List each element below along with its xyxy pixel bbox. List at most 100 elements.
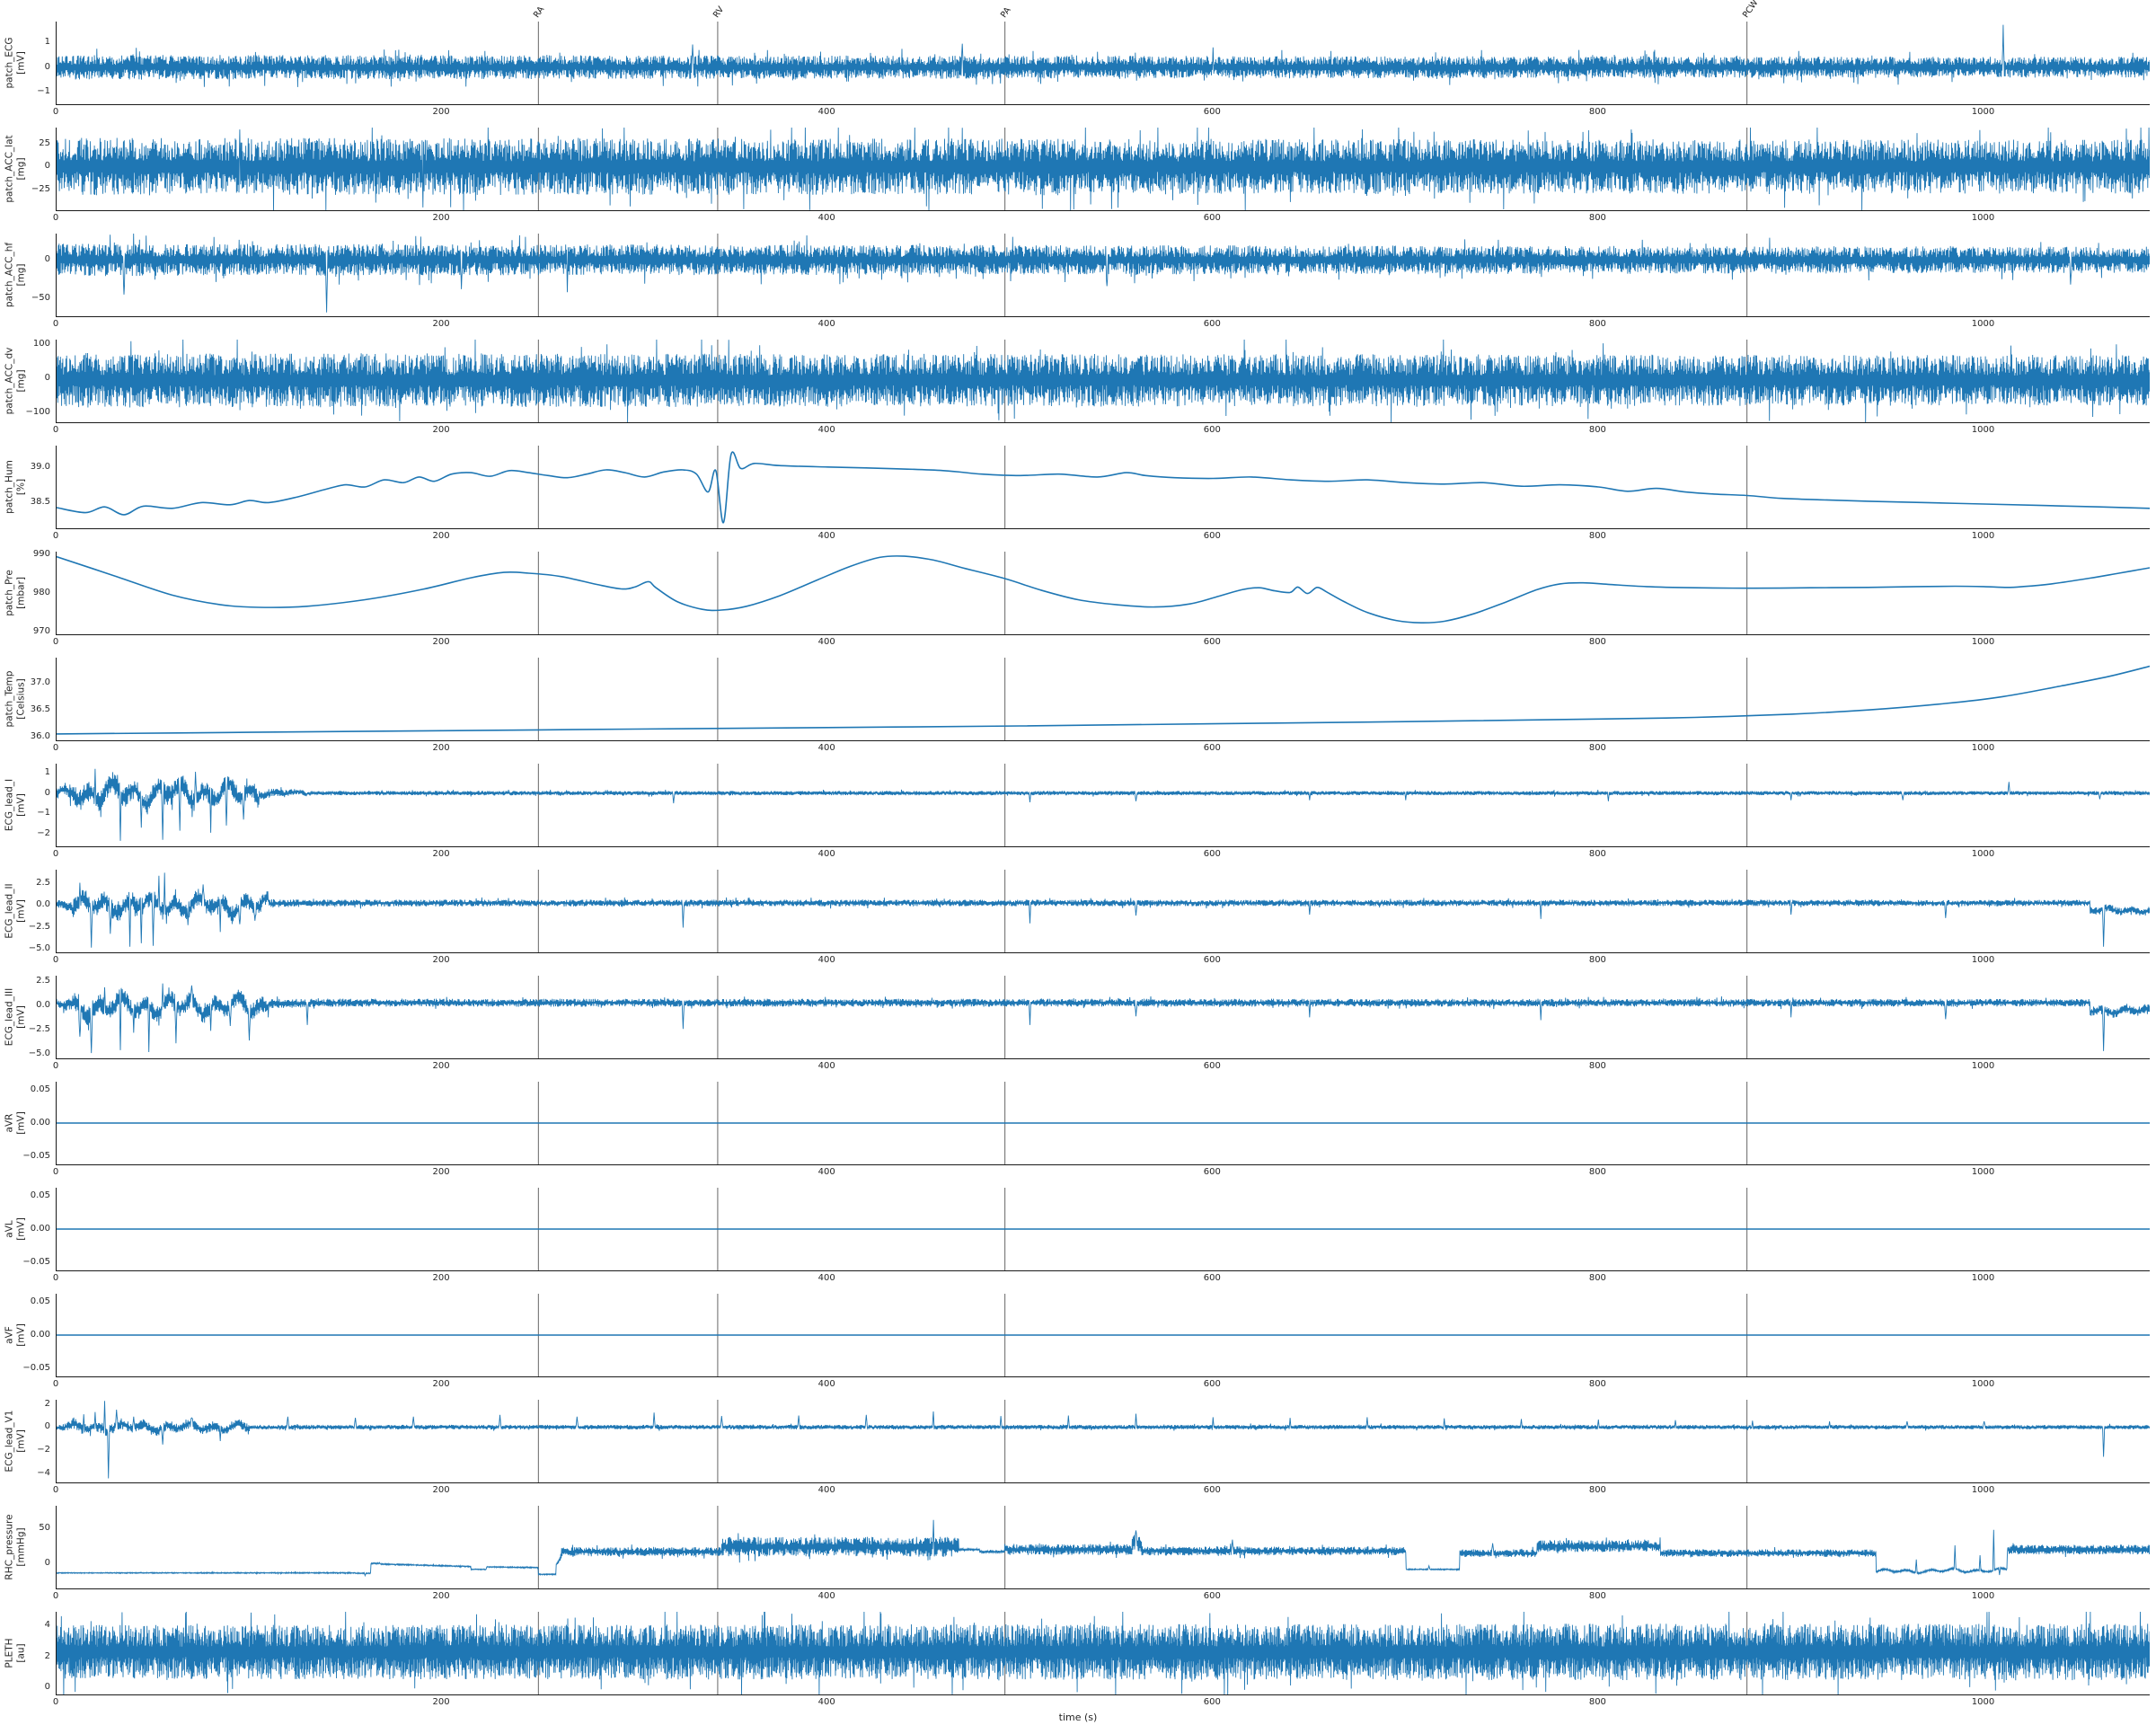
patch_ACC_lat-ytick-−25: −25 [31, 184, 50, 195]
ECG_lead_I-ytick-1: 1 [44, 767, 50, 778]
ECG_lead_I-xtick-200: 200 [432, 849, 450, 859]
RHC_pressure-signal-svg [57, 1506, 2150, 1588]
RHC_pressure-ylabel: RHC_pressure [mmHg] [0, 1506, 31, 1588]
patch_ACC_dv-xtick-0: 0 [52, 425, 59, 435]
patch_ECG-trace [57, 24, 2150, 87]
ECG_lead_III-xtick-400: 400 [817, 1061, 835, 1071]
patch_Pre-ytick-980: 980 [32, 588, 50, 598]
patch_ACC_hf-xtick-0: 0 [52, 319, 59, 329]
aVR-xtick-1000: 1000 [1971, 1167, 1995, 1177]
ECG_lead_I-xtick-1000: 1000 [1971, 849, 1995, 859]
ECG_lead_II-ytick-0.0: 0.0 [36, 899, 50, 910]
patch_ACC_lat-xtick-800: 800 [1588, 213, 1606, 223]
patch_ACC_lat-xtick-0: 0 [52, 213, 59, 223]
patch_ACC_hf-ylabel: patch_ACC_hf [mg] [0, 234, 31, 316]
RHC_pressure-ytick-50: 50 [39, 1523, 50, 1534]
patch_ACC_lat-signal-svg [57, 128, 2150, 210]
panel-aVR: aVR [mV] 0.05 0.00 −0.05 0 200 400 600 800 1000 [0, 1082, 2156, 1188]
aVR-ytick-0.05: 0.05 [30, 1084, 50, 1094]
ECG_lead_V1-xtick-200: 200 [432, 1485, 450, 1495]
x-axis-label: time (s) [1058, 1712, 1098, 1723]
ECG_lead_V1-ytick-−4: −4 [37, 1468, 50, 1479]
patch_ACC_lat-xtick-1000: 1000 [1971, 213, 1995, 223]
event-label-RV: RV [711, 4, 727, 20]
RHC_pressure-xtick-1000: 1000 [1971, 1591, 1995, 1601]
patch_ACC_dv-ytick-−100: −100 [25, 407, 50, 418]
patch_Pre-signal-svg [57, 552, 2150, 634]
ECG_lead_V1-plot [56, 1400, 2150, 1483]
ECG_lead_I-xtick-400: 400 [817, 849, 835, 859]
aVL-xtick-600: 600 [1203, 1273, 1221, 1283]
patch_ACC_dv-signal-svg [57, 340, 2150, 422]
patch_Pre-xtick-600: 600 [1203, 637, 1221, 647]
patch_Hum-trace [57, 451, 2150, 524]
patch_ACC_hf-ytick-−50: −50 [31, 293, 50, 304]
patch_Pre-ytick-990: 990 [32, 549, 50, 560]
ECG_lead_III-signal-svg [57, 976, 2150, 1058]
patch_Temp-ytick-37.0: 37.0 [30, 677, 50, 688]
patch_ECG-xtick-400: 400 [817, 107, 835, 117]
ECG_lead_III-xtick-1000: 1000 [1971, 1061, 1995, 1071]
aVR-xtick-600: 600 [1203, 1167, 1221, 1177]
event-label-RA: RA [532, 4, 547, 20]
patch_Hum-signal-svg [57, 446, 2150, 528]
aVR-signal-svg [57, 1082, 2150, 1164]
ECG_lead_I-trace [57, 768, 2150, 841]
patch_Hum-ytick-38.5: 38.5 [30, 497, 50, 508]
ECG_lead_II-xtick-0: 0 [52, 955, 59, 965]
RHC_pressure-xtick-200: 200 [432, 1591, 450, 1601]
patch_ECG-ytick-1: 1 [44, 37, 50, 48]
aVF-xtick-0: 0 [52, 1379, 59, 1389]
patch_ACC_hf-xtick-800: 800 [1588, 319, 1606, 329]
aVF-ytick-0.05: 0.05 [30, 1296, 50, 1306]
patch_ECG-plot: RA RV PA PCW [56, 0, 2150, 105]
aVF-xtick-200: 200 [432, 1379, 450, 1389]
patch_ACC_lat-xtick-400: 400 [817, 213, 835, 223]
RHC_pressure-xtick-600: 600 [1203, 1591, 1221, 1601]
aVL-signal-svg [57, 1188, 2150, 1270]
ECG_lead_V1-ytick-2: 2 [44, 1398, 50, 1409]
RHC_pressure-xtick-0: 0 [52, 1591, 59, 1601]
patch_Temp-xtick-600: 600 [1203, 743, 1221, 753]
PLETH-plot [56, 1612, 2150, 1695]
ECG_lead_I-signal-svg [57, 764, 2150, 846]
panel-patch_ACC_hf: patch_ACC_hf [mg] 0 −50 0 200 400 600 800 1000 [0, 234, 2156, 340]
patch_ECG-xtick-600: 600 [1203, 107, 1221, 117]
panel-patch_ACC_dv: patch_ACC_dv [mg] 100 0 −100 0 200 400 600 800 100… [0, 339, 2156, 446]
ECG_lead_I-xtick-600: 600 [1203, 849, 1221, 859]
patch_ACC_dv-xtick-200: 200 [432, 425, 450, 435]
ECG_lead_III-ytick-0.0: 0.0 [36, 1000, 50, 1011]
patch_ECG-xtick-1000: 1000 [1971, 107, 1995, 117]
patch_Hum-xtick-800: 800 [1588, 531, 1606, 541]
ECG_lead_II-signal-svg [57, 870, 2150, 952]
ECG_lead_III-trace [57, 983, 2150, 1054]
patch_ACC_hf-xtick-200: 200 [432, 319, 450, 329]
patch_ACC_dv-ytick-100: 100 [32, 339, 50, 349]
patch_Hum-xtick-0: 0 [52, 531, 59, 541]
panel-patch_Pre: patch_Pre [mbar] 990 980 970 0 200 400 600 800 100… [0, 549, 2156, 658]
ECG_lead_II-plot [56, 870, 2150, 953]
aVL-ytick-0.00: 0.00 [30, 1224, 50, 1234]
patch_ACC_lat-xtick-600: 600 [1203, 213, 1221, 223]
aVL-plot [56, 1188, 2150, 1271]
PLETH-ytick-0: 0 [44, 1682, 50, 1693]
ECG_lead_I-xtick-800: 800 [1588, 849, 1606, 859]
ECG_lead_III-xtick-0: 0 [52, 1061, 59, 1071]
ECG_lead_III-xtick-200: 200 [432, 1061, 450, 1071]
ECG_lead_V1-channel-name: ECG_lead_V1 [4, 1410, 15, 1473]
patch_Hum-xtick-400: 400 [817, 531, 835, 541]
patch_ACC_lat-xtick-200: 200 [432, 213, 450, 223]
RHC_pressure-xtick-400: 400 [817, 1591, 835, 1601]
patch_ACC_hf-ytick-0: 0 [44, 254, 50, 265]
PLETH-ytick-2: 2 [44, 1650, 50, 1661]
patch_ACC_lat-plot [56, 128, 2150, 211]
ECG_lead_II-xtick-400: 400 [817, 955, 835, 965]
aVL-xtick-200: 200 [432, 1273, 450, 1283]
RHC_pressure-ytick-0: 0 [44, 1558, 50, 1569]
aVF-ytick-0.00: 0.00 [30, 1330, 50, 1340]
aVR-ytick-−0.05: −0.05 [22, 1151, 50, 1162]
ECG_lead_II-ytick-−5.0: −5.0 [28, 942, 50, 953]
patch_ACC_dv-xtick-400: 400 [817, 425, 835, 435]
PLETH-xtick-1000: 1000 [1971, 1697, 1995, 1707]
patch_Pre-xtick-200: 200 [432, 637, 450, 647]
